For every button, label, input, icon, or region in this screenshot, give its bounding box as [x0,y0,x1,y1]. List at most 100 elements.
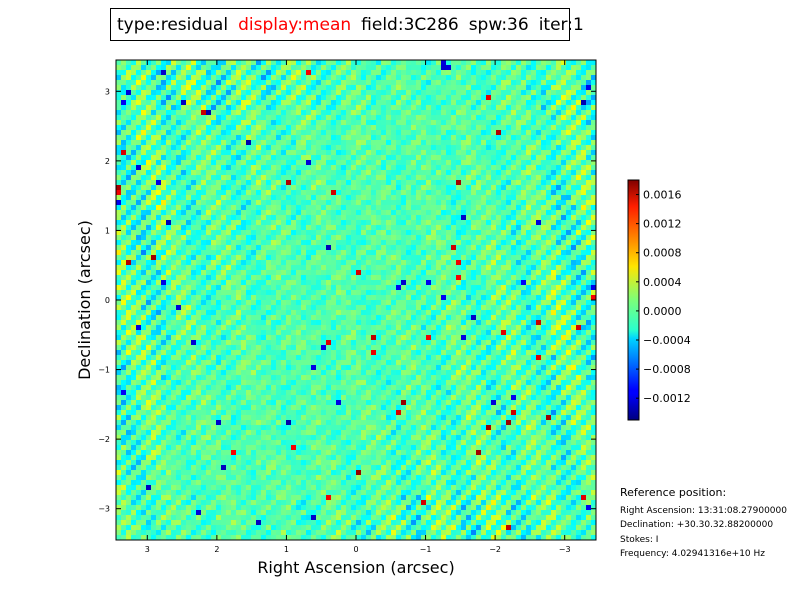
heatmap-cell [356,100,362,106]
heatmap-cell [221,190,227,196]
heatmap-cell [301,300,307,306]
heatmap-cell [511,115,517,121]
heatmap-cell [481,195,487,201]
heatmap-cell [486,175,492,181]
heatmap-cell [406,125,412,131]
heatmap-cell [501,225,507,231]
heatmap-cell [551,255,557,261]
heatmap-cell [491,235,497,241]
heatmap-cell [376,145,382,151]
heatmap-cell [356,265,362,271]
heatmap-cell [356,205,362,211]
heatmap-cell [151,110,157,116]
heatmap-cell [501,125,507,131]
heatmap-cell [336,145,342,151]
heatmap-cell [176,100,182,106]
heatmap-cell [551,120,557,126]
heatmap-cell [176,190,182,196]
heatmap-cell [206,260,212,266]
heatmap-cell [371,155,377,161]
heatmap-cell [236,70,242,76]
heatmap-cell [206,100,212,106]
heatmap-cell [471,70,477,76]
heatmap-cell [186,105,192,111]
heatmap-cell [571,270,577,276]
heatmap-cell [361,215,367,221]
heatmap-cell [286,110,292,116]
heatmap-cell [141,145,147,151]
heatmap-cell [451,300,457,306]
heatmap-cell [326,185,332,191]
heatmap-cell [421,165,427,171]
heatmap-cell [536,230,542,236]
heatmap-cell [491,120,497,126]
heatmap-cell [136,250,142,256]
heatmap-cell [546,310,552,316]
heatmap-cell [156,275,162,281]
heatmap-cell [341,200,347,206]
heatmap-cell [306,65,312,71]
heatmap-cell [536,175,542,181]
heatmap-cell [421,95,427,101]
heatmap-cell [261,200,267,206]
heatmap-cell [396,200,402,206]
heatmap-cell [586,140,592,146]
heatmap-cell [456,135,462,141]
heatmap-cell [301,235,307,241]
heatmap-cell [336,140,342,146]
heatmap-cell [556,310,562,316]
heatmap-cell [376,305,382,311]
heatmap-cell [581,110,587,116]
heatmap-cell [396,60,402,66]
heatmap-cell [231,150,237,156]
heatmap-cell [141,265,147,271]
heatmap-cell [591,300,596,306]
heatmap-cell [376,185,382,191]
heatmap-cell [226,215,232,221]
heatmap-cell [371,255,377,261]
heatmap-cell [291,230,297,236]
heatmap-cell [171,260,177,266]
heatmap-cell [181,95,187,101]
heatmap-cell [256,240,262,246]
heatmap-cell [506,155,512,161]
heatmap-cell [471,300,477,306]
heatmap-cell [506,195,512,201]
heatmap-cell [466,200,472,206]
heatmap-cell [466,270,472,276]
heatmap-cell [571,190,577,196]
heatmap-cell [576,115,582,121]
heatmap-cell [416,305,422,311]
heatmap-cell [136,300,142,306]
heatmap-cell [471,115,477,121]
heatmap-cell [426,255,432,261]
heatmap-cell [556,110,562,116]
heatmap-cell [221,210,227,216]
heatmap-cell [366,205,372,211]
heatmap-cell [571,285,577,291]
heatmap-cell [411,170,417,176]
heatmap-cell [301,270,307,276]
heatmap-cell [426,200,432,206]
heatmap-cell [541,290,547,296]
heatmap-cell [186,175,192,181]
heatmap-cell [476,175,482,181]
heatmap-cell [451,145,457,151]
heatmap-cell [536,305,542,311]
heatmap-cell [406,285,412,291]
heatmap-cell [261,300,267,306]
heatmap-cell [186,120,192,126]
heatmap-cell [496,60,502,66]
heatmap-cell [371,110,377,116]
heatmap-cell [521,280,527,286]
heatmap-cell [276,290,282,296]
heatmap-cell [296,115,302,121]
heatmap-cell [566,115,572,121]
heatmap-cell [406,280,412,286]
heatmap-cell [181,205,187,211]
heatmap-cell [531,195,537,201]
heatmap-cell [581,155,587,161]
heatmap-cell [216,150,222,156]
heatmap-cell [471,190,477,196]
heatmap-cell [336,85,342,91]
